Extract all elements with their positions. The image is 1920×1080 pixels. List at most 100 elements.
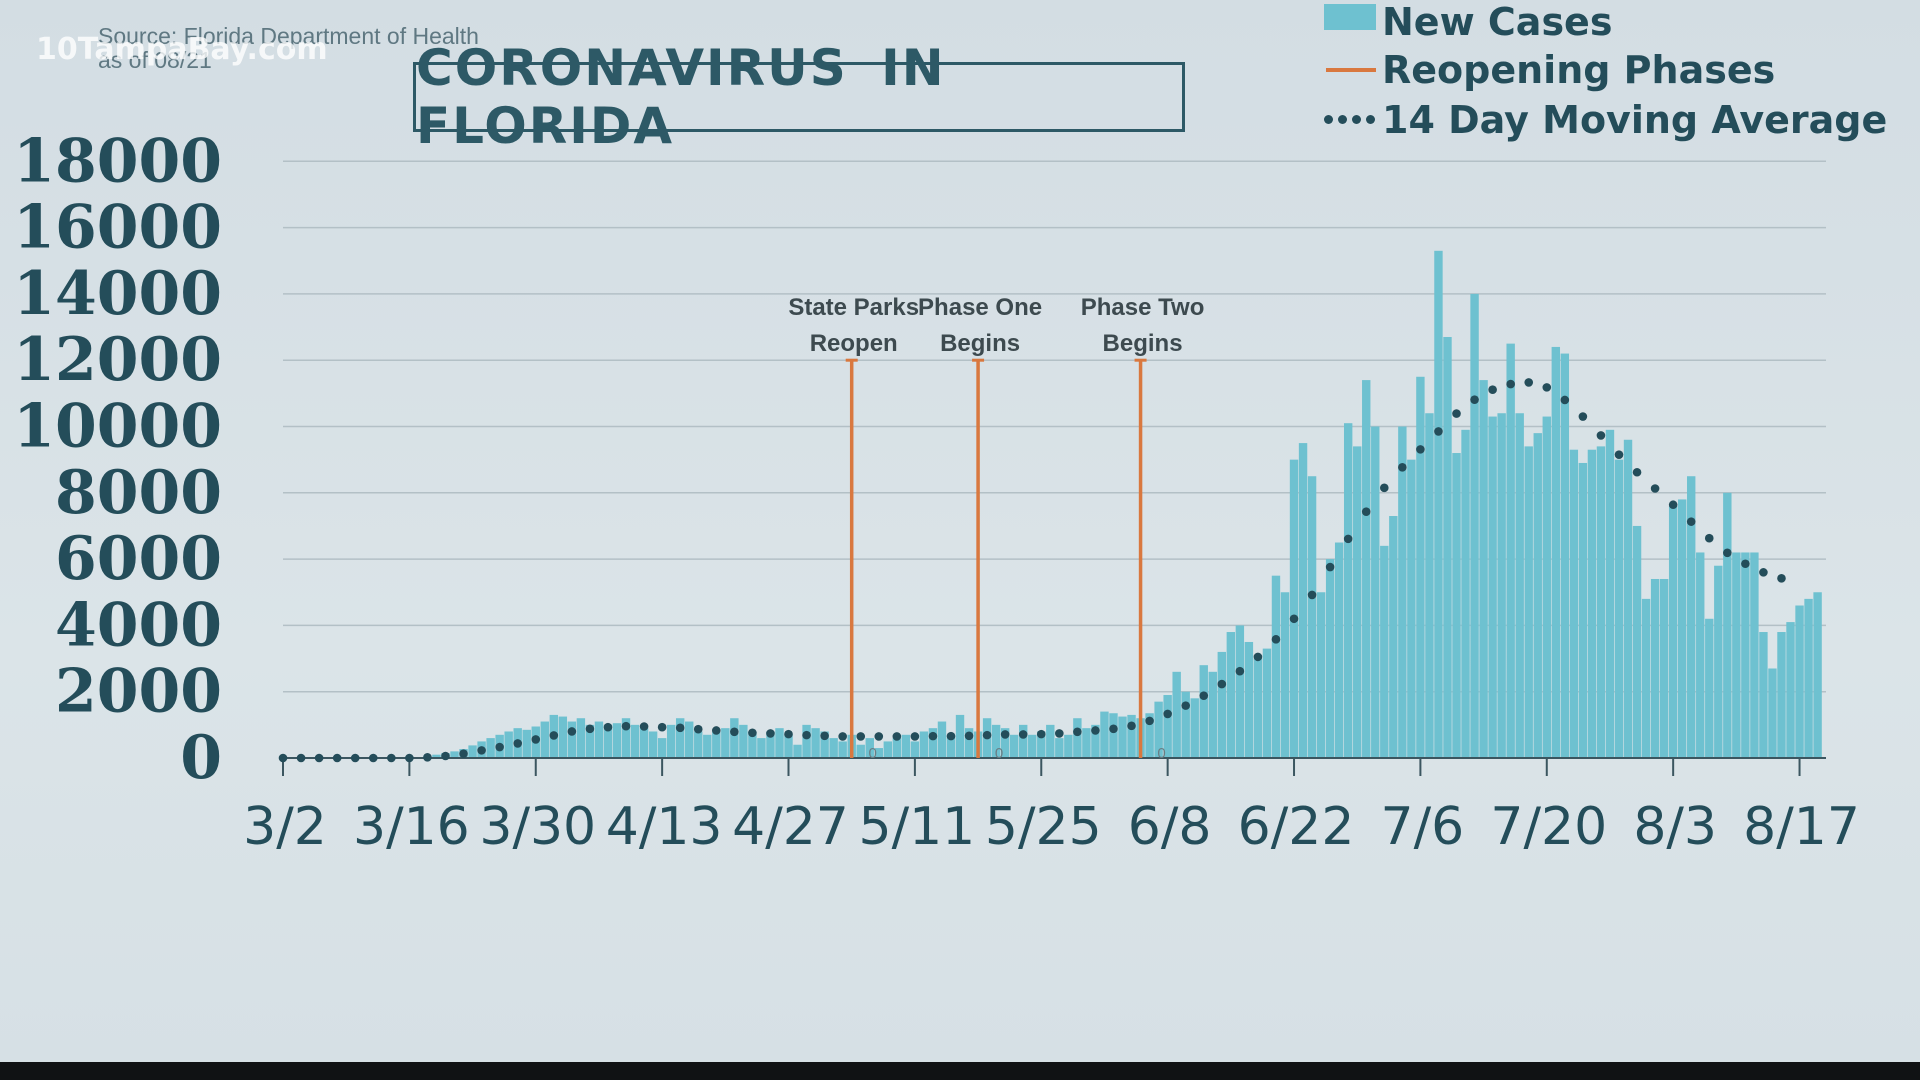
new-cases-bar [1009,734,1019,758]
new-cases-bar [1488,416,1497,758]
x-tick-label: 8/3 [1633,797,1717,857]
bar-swatch-icon [1324,0,1376,44]
new-cases-bar [757,738,766,758]
new-cases-bar [1199,665,1208,758]
new-cases-bar [1515,413,1524,758]
zero-label: 0 [869,745,877,762]
new-cases-bar [657,738,667,758]
moving-average-dot [1488,385,1497,395]
moving-average-dot [1271,635,1281,644]
new-cases-bar [1280,592,1290,758]
y-tick-label: 8000 [55,458,222,528]
moving-average-dot [1596,431,1606,440]
legend-item-new-cases: New Cases [1324,0,1884,44]
new-cases-bar [612,723,622,758]
moving-average-dot [693,724,703,734]
moving-average-dot [1235,666,1245,676]
x-tick-label: 7/20 [1490,797,1607,857]
new-cases-bar [1533,433,1542,758]
moving-average-dot [711,726,721,735]
new-cases-bar [1668,506,1678,758]
new-cases-bar [486,738,495,758]
new-cases-bar [775,728,784,758]
new-cases-bar [793,744,802,758]
new-cases-bar [1353,446,1362,758]
new-cases-bar [1650,578,1660,758]
new-cases-bar [1217,651,1227,758]
moving-average-dot [1632,467,1642,477]
new-cases-bar [1253,658,1263,758]
legend-label-new-cases: New Cases [1382,0,1613,44]
source-line-1: Source: Florida Department of Health [98,23,479,49]
new-cases-bar [1389,516,1398,758]
moving-average-dot [1704,533,1714,543]
moving-average-dot [1343,534,1353,544]
moving-average-dot [278,753,288,763]
moving-average-dot [405,753,414,763]
moving-average-dot [820,731,829,741]
moving-average-dot [1452,409,1461,418]
moving-average-dot [459,749,468,758]
new-cases-bar [1046,724,1055,758]
new-cases-bar [820,731,829,758]
x-tick-label: 3/16 [353,797,470,857]
new-cases-bar [811,728,820,758]
y-tick-label: 2000 [55,657,222,727]
new-cases-bar [883,741,893,758]
moving-average-dot [1759,568,1768,577]
new-cases-bar [748,731,757,758]
new-cases-bar [450,751,459,758]
new-cases-bar [1768,668,1777,758]
moving-average-dot [856,732,866,741]
new-cases-bar [721,728,730,758]
new-cases-bar [1343,423,1353,758]
moving-average-dot [350,753,360,763]
moving-average-dot [1398,462,1407,472]
moving-average-dot [1361,507,1371,516]
moving-average-dot [1668,500,1678,510]
new-cases-bar [675,718,685,758]
new-cases-bar [1316,592,1326,758]
moving-average-dot [892,732,902,741]
new-cases-bar [1524,446,1533,758]
line-swatch-icon [1324,48,1376,92]
moving-average-dot [1686,517,1696,526]
x-tick-label: 3/30 [479,797,596,857]
legend-item-moving-average: 14 Day Moving Average [1324,98,1888,142]
new-cases-bar [1091,724,1100,758]
x-tick-label: 6/22 [1238,797,1355,857]
moving-average-dot [477,746,486,755]
new-cases-bar [694,731,703,758]
moving-average-dot [332,753,342,763]
new-cases-bar [558,716,568,758]
new-cases-bar [1696,552,1705,758]
moving-average-dot [730,727,739,737]
new-cases-bar [1497,413,1506,758]
phase-marker-label: State Parks [788,294,919,321]
new-cases-bar [1190,698,1199,758]
x-tick-label: 5/25 [985,797,1102,857]
legend-item-reopening-phases: Reopening Phases [1324,48,1884,92]
new-cases-bar [1262,648,1272,758]
new-cases-bar [784,734,793,758]
new-cases-bar [1425,413,1434,758]
new-cases-bar [1298,443,1308,758]
moving-average-dot [1542,383,1552,392]
new-cases-bar [1127,714,1136,758]
x-tick-label: 3/2 [243,797,327,857]
bottom-edge-bar [0,1062,1920,1080]
y-tick-label: 14000 [13,259,222,329]
new-cases-bar [1777,632,1786,758]
new-cases-bar [432,754,441,758]
moving-average-dot [1127,721,1136,731]
new-cases-bar [1804,598,1813,758]
legend-label-moving-average: 14 Day Moving Average [1382,98,1888,142]
new-cases-bar [1587,449,1597,758]
phase-marker-label: Begins [940,330,1020,357]
x-tick-label: 5/11 [858,797,975,857]
new-cases-bar [576,718,586,758]
new-cases-bar [955,714,965,758]
new-cases-bar [1019,724,1028,758]
legend-label-reopening-phases: Reopening Phases [1382,48,1776,92]
